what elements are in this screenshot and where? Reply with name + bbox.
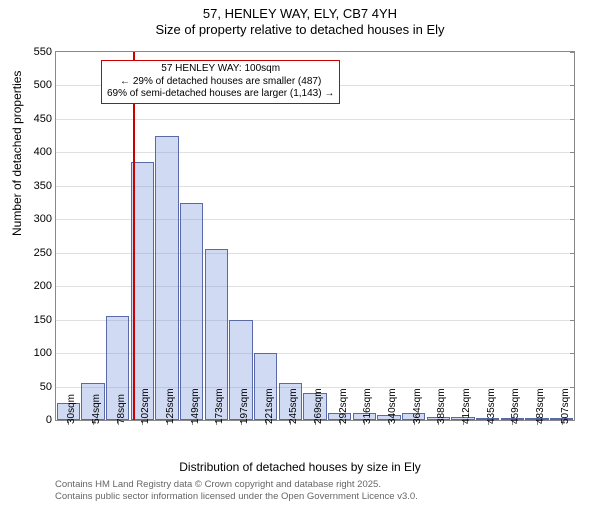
x-tick-label: 30sqm	[66, 394, 77, 424]
x-tick-label: 459sqm	[510, 388, 521, 424]
y-tick-label: 450	[34, 113, 56, 125]
property-callout: 57 HENLEY WAY: 100sqm← 29% of detached h…	[101, 60, 340, 104]
y-tick-mark	[570, 85, 575, 86]
x-tick-label: 435sqm	[486, 388, 497, 424]
callout-line1: 57 HENLEY WAY: 100sqm	[107, 63, 334, 76]
y-axis-label: Number of detached properties	[10, 71, 24, 236]
y-tick-mark	[570, 186, 575, 187]
footer-attribution: Contains HM Land Registry data © Crown c…	[55, 479, 418, 502]
chart-title-line2: Size of property relative to detached ho…	[0, 22, 600, 37]
y-tick-mark	[570, 387, 575, 388]
y-tick-label: 550	[34, 46, 56, 58]
histogram-bar	[180, 203, 203, 420]
y-tick-mark	[570, 286, 575, 287]
x-tick-label: 221sqm	[264, 388, 275, 424]
property-marker-line	[133, 52, 135, 420]
x-tick-label: 483sqm	[535, 388, 546, 424]
x-tick-label: 245sqm	[288, 388, 299, 424]
y-tick-mark	[570, 353, 575, 354]
histogram-bar	[155, 136, 178, 420]
x-tick-label: 125sqm	[165, 388, 176, 424]
y-tick-mark	[570, 52, 575, 53]
y-tick-label: 50	[40, 381, 56, 393]
x-tick-label: 173sqm	[214, 388, 225, 424]
x-tick-label: 364sqm	[412, 388, 423, 424]
y-tick-label: 250	[34, 247, 56, 259]
x-tick-label: 340sqm	[387, 388, 398, 424]
x-tick-label: 78sqm	[116, 394, 127, 424]
x-tick-label: 102sqm	[140, 388, 151, 424]
footer-line1: Contains HM Land Registry data © Crown c…	[55, 479, 418, 490]
x-tick-label: 197sqm	[239, 388, 250, 424]
x-tick-label: 316sqm	[362, 388, 373, 424]
chart-plot-area: 05010015020025030035040045050055030sqm54…	[55, 51, 575, 421]
footer-line2: Contains public sector information licen…	[55, 491, 418, 502]
x-tick-label: 54sqm	[91, 394, 102, 424]
y-tick-label: 400	[34, 146, 56, 158]
x-tick-label: 388sqm	[436, 388, 447, 424]
y-tick-mark	[570, 320, 575, 321]
y-tick-label: 100	[34, 347, 56, 359]
y-tick-mark	[570, 152, 575, 153]
x-tick-label: 292sqm	[338, 388, 349, 424]
callout-line2: ← 29% of detached houses are smaller (48…	[107, 76, 334, 89]
x-tick-label: 412sqm	[461, 388, 472, 424]
y-tick-label: 300	[34, 213, 56, 225]
chart-title-line1: 57, HENLEY WAY, ELY, CB7 4YH	[0, 6, 600, 21]
x-axis-label: Distribution of detached houses by size …	[0, 460, 600, 474]
histogram-plot: 05010015020025030035040045050055030sqm54…	[56, 52, 574, 420]
x-tick-label: 149sqm	[190, 388, 201, 424]
y-tick-mark	[570, 253, 575, 254]
y-tick-mark	[570, 219, 575, 220]
x-tick-label: 269sqm	[313, 388, 324, 424]
y-tick-mark	[570, 119, 575, 120]
x-tick-label: 507sqm	[560, 388, 571, 424]
y-tick-label: 500	[34, 79, 56, 91]
y-tick-label: 0	[46, 414, 56, 426]
y-tick-label: 150	[34, 314, 56, 326]
y-tick-label: 350	[34, 180, 56, 192]
y-tick-label: 200	[34, 280, 56, 292]
callout-line3: 69% of semi-detached houses are larger (…	[107, 88, 334, 101]
